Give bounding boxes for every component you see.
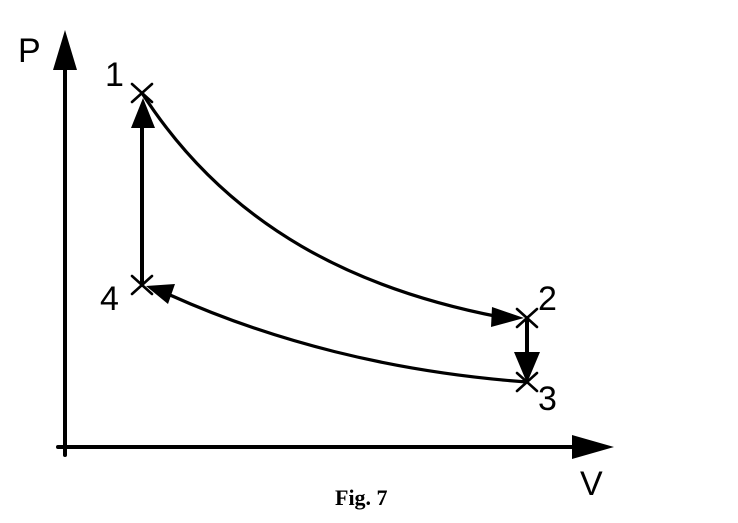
point-4-label: 4 [100,280,119,318]
point-2-marker [515,307,539,329]
figure-caption: Fig. 7 [335,485,388,510]
p-axis-arrowhead [53,30,77,70]
point-3-marker [515,371,539,393]
v-axis-arrowhead [572,435,614,459]
point-4-marker [130,274,154,296]
v-axis-label: V [580,465,603,503]
p-axis-label: P [18,32,41,70]
arrow-2-to-3 [514,352,540,383]
process-3-to-4 [146,284,529,384]
v-axis [56,435,614,459]
arrow-4-to-1 [131,98,155,128]
point-1-label: 1 [105,56,124,94]
arrow-1-to-2 [491,307,524,327]
point-1-marker [130,82,154,104]
p-axis [53,30,77,457]
process-1-to-2 [140,91,524,327]
point-2-label: 2 [538,280,557,318]
arrow-3-to-4 [146,284,175,304]
point-3-label: 3 [538,380,557,418]
process-2-to-3 [514,316,540,383]
process-4-to-1 [131,98,155,287]
